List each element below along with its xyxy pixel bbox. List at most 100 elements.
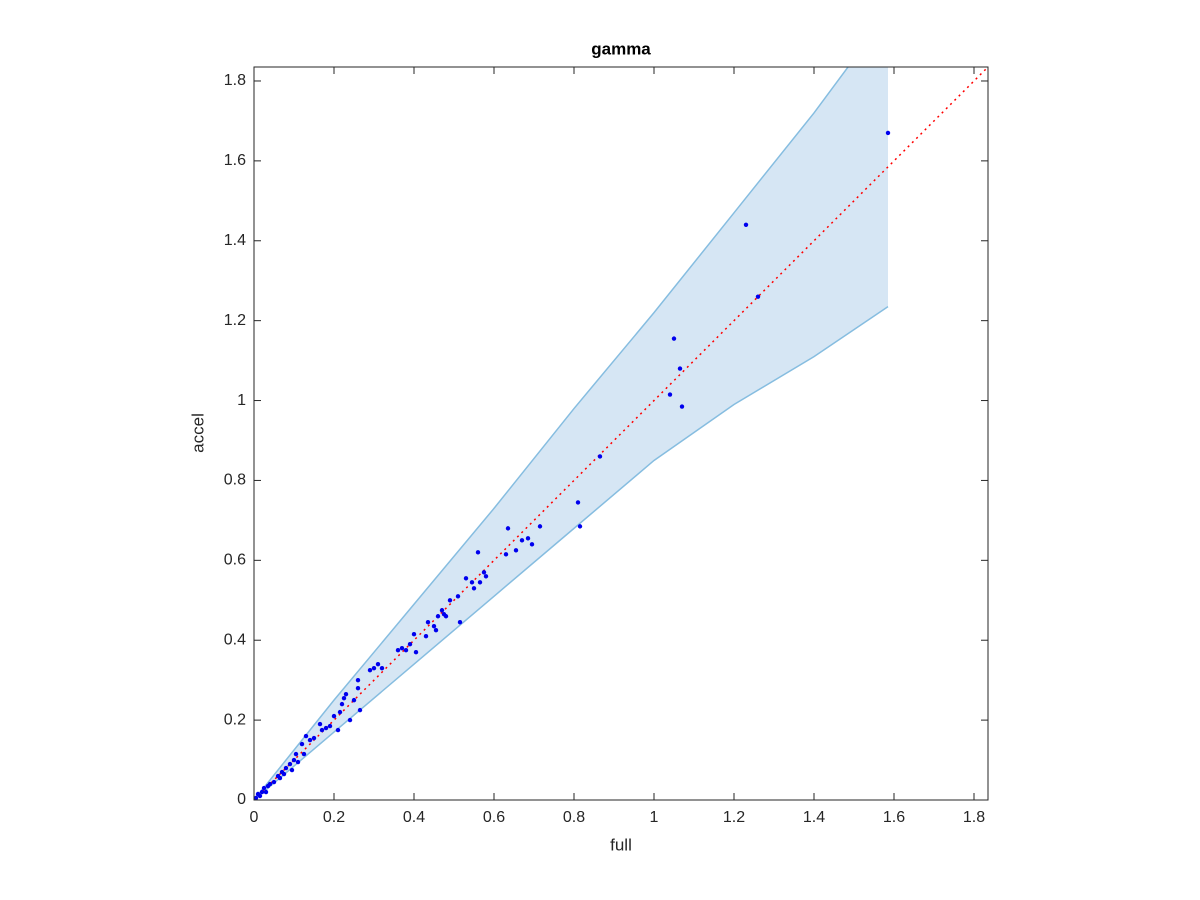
y-tick-label: 1.8 <box>224 72 246 89</box>
scatter-point <box>457 620 463 625</box>
scatter-point <box>403 648 409 653</box>
y-tick-label: 0.2 <box>224 711 246 728</box>
scatter-point <box>287 761 293 767</box>
y-tick-label: 0 <box>237 791 246 808</box>
scatter-point <box>307 737 313 743</box>
scatter-point <box>671 336 677 341</box>
scatter-point <box>395 648 401 653</box>
scatter-point <box>271 779 277 785</box>
scatter-point <box>259 789 265 795</box>
scatter-point <box>443 614 449 619</box>
scatter-point <box>529 542 535 547</box>
scatter-point <box>371 665 377 671</box>
scatter-point <box>299 741 305 747</box>
scatter-point <box>303 733 309 739</box>
scatter-point <box>431 624 437 629</box>
x-tick-label: 0 <box>250 809 259 826</box>
reference-line <box>254 67 988 800</box>
scatter-point <box>261 785 267 791</box>
scatter-point <box>291 757 297 763</box>
scatter-point <box>367 667 373 673</box>
scatter-point <box>347 717 353 723</box>
y-tick-label: 0.4 <box>224 631 246 648</box>
scatter-point <box>463 576 469 581</box>
scatter-point <box>413 650 419 655</box>
scatter-point <box>355 685 361 691</box>
scatter-point <box>407 642 413 647</box>
scatter-point <box>505 526 511 531</box>
plot-area <box>254 67 988 800</box>
x-tick-label: 0.4 <box>403 809 425 826</box>
scatter-point <box>331 713 337 719</box>
scatter-point <box>319 727 325 733</box>
scatter-point <box>263 789 269 795</box>
x-tick-label: 1.6 <box>883 809 905 826</box>
scatter-point <box>311 735 317 741</box>
scatter-point <box>257 793 263 799</box>
scatter-point <box>254 795 259 800</box>
x-tick-label: 1.8 <box>963 809 985 826</box>
scatter-point <box>513 548 519 553</box>
scatter-point <box>577 524 583 529</box>
scatter-point <box>519 538 525 543</box>
scatter-point <box>399 646 405 651</box>
scatter-point <box>351 697 357 703</box>
scatter-point <box>439 608 445 613</box>
scatter-point <box>283 765 289 771</box>
scatter-point <box>435 614 441 619</box>
scatter-point <box>317 721 323 727</box>
scatter-point <box>295 759 301 765</box>
band-upper-edge <box>254 67 849 800</box>
scatter-point <box>355 677 361 683</box>
scatter-point <box>323 725 329 731</box>
scatter-point <box>885 130 891 136</box>
x-tick-label: 1 <box>650 809 659 826</box>
x-tick-label: 0.2 <box>323 809 345 826</box>
scatter-point <box>335 727 341 733</box>
confidence-band <box>254 67 888 800</box>
scatter-point <box>503 552 509 557</box>
y-tick-label: 1.2 <box>224 312 246 329</box>
chart-title: gamma <box>591 39 651 58</box>
scatter-point <box>267 781 273 787</box>
scatter-point <box>679 404 685 409</box>
scatter-point <box>667 392 673 397</box>
y-tick-label: 0.8 <box>224 472 246 489</box>
scatter-point <box>481 570 487 575</box>
y-tick-label: 1 <box>237 392 246 409</box>
scatter-point <box>339 701 345 707</box>
scatter-point <box>597 454 603 459</box>
scatter-point <box>483 574 489 579</box>
scatter-point <box>375 661 381 667</box>
scatter-point <box>341 695 347 701</box>
scatter-point <box>447 598 453 603</box>
scatter-point <box>477 580 483 585</box>
x-tick-label: 1.2 <box>723 809 745 826</box>
scatter-point <box>525 536 531 541</box>
scatter-point <box>455 594 461 599</box>
y-tick-label: 0.6 <box>224 552 246 569</box>
scatter-point <box>755 294 761 299</box>
scatter-point <box>743 222 749 227</box>
scatter-point <box>379 665 385 671</box>
scatter-point <box>301 751 307 757</box>
scatter-point <box>471 586 477 591</box>
x-tick-label: 0.6 <box>483 809 505 826</box>
scatter-point <box>337 709 343 715</box>
scatter-point <box>537 524 543 529</box>
scatter-point <box>411 632 417 637</box>
scatter-point <box>425 620 431 625</box>
scatter-point <box>433 628 439 633</box>
x-tick-label: 1.4 <box>803 809 825 826</box>
scatter-point <box>327 723 333 729</box>
axes: 0 0.2 0.4 0.6 0.8 1 1.2 1.4 1.6 1.8 0 0.2 0.4 0.6 0.8 1… <box>224 66 989 826</box>
scatter-point <box>469 580 475 585</box>
scatter-point <box>293 751 299 757</box>
scatter-point <box>277 775 283 781</box>
y-tick-label: 1.6 <box>224 152 246 169</box>
scatter-point <box>575 500 581 505</box>
scatter-point <box>281 771 287 777</box>
scatter-point <box>423 634 429 639</box>
x-tick-label: 0.8 <box>563 809 585 826</box>
